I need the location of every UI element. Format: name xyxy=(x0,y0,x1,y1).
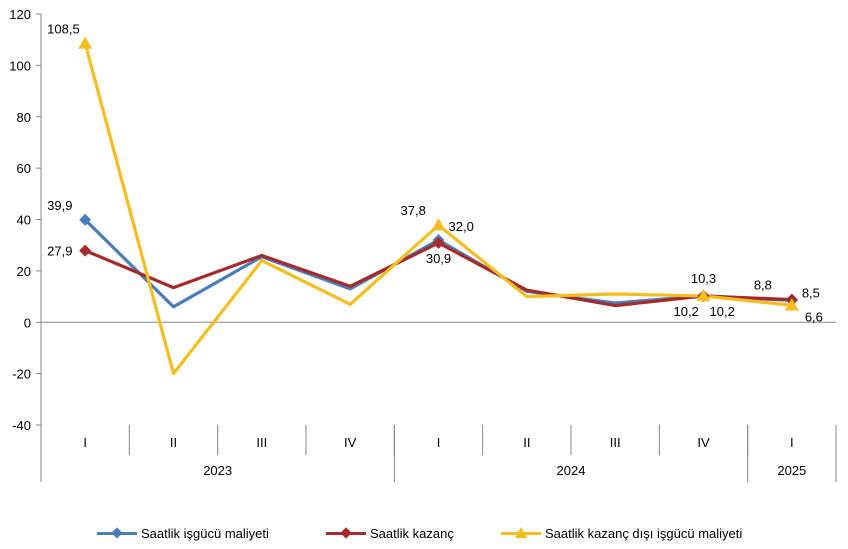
data-labels: 108,5 39,9 27,9 37,8 32,0 30,9 10,3 10,2 10,2 8,8… xyxy=(47,22,823,325)
x-tick-label: III xyxy=(256,435,267,450)
x-tick-label: IV xyxy=(697,435,710,450)
legend-label: Saatlik kazanç xyxy=(370,525,454,541)
y-tick-label: 0 xyxy=(24,315,31,330)
chart-legend: Saatlik işgücü maliyeti Saatlik kazanç S… xyxy=(0,522,848,544)
data-label: 10,3 xyxy=(691,271,716,286)
data-label: 8,8 xyxy=(754,278,772,293)
year-label: 2025 xyxy=(777,463,806,478)
year-label: 2024 xyxy=(557,463,586,478)
legend-swatch-diamond-icon xyxy=(326,526,366,540)
x-tick-label: II xyxy=(170,435,177,450)
series-markers xyxy=(78,36,799,311)
data-label: 108,5 xyxy=(47,22,80,37)
series-line-3 xyxy=(83,43,792,376)
data-label: 27,9 xyxy=(47,244,72,259)
legend-item-series-1: Saatlik işgücü maliyeti xyxy=(97,522,269,544)
y-tick-label: 120 xyxy=(9,7,31,22)
x-tick-label: II xyxy=(523,435,530,450)
y-tick-label: 100 xyxy=(9,58,31,73)
y-tick-label: 80 xyxy=(17,110,31,125)
series-3-triangle-marker xyxy=(431,218,446,231)
x-tick-label: III xyxy=(610,435,621,450)
data-label: 30,9 xyxy=(426,251,451,266)
x-tick-label: IV xyxy=(344,435,357,450)
series-3-triangle-marker xyxy=(696,289,711,302)
x-tick-label: I xyxy=(437,435,441,450)
data-label: 10,2 xyxy=(674,304,699,319)
series-1-diamond-marker xyxy=(79,213,92,226)
series-2-diamond-marker xyxy=(432,236,445,249)
legend-label: Saatlik kazanç dışı işgücü maliyeti xyxy=(545,525,743,541)
data-label: 8,5 xyxy=(802,285,820,300)
y-tick-label: 40 xyxy=(17,213,31,228)
data-label: 37,8 xyxy=(401,203,426,218)
legend-swatch-diamond-icon xyxy=(97,526,137,540)
y-tick-label: -40 xyxy=(12,418,31,433)
series-lines xyxy=(83,43,792,376)
data-label: 10,2 xyxy=(710,304,735,319)
legend-label: Saatlik işgücü maliyeti xyxy=(141,525,269,541)
series-3-triangle-marker xyxy=(78,36,93,49)
data-label: 6,6 xyxy=(805,309,823,324)
x-tick-label: I xyxy=(790,435,794,450)
data-label: 32,0 xyxy=(449,219,474,234)
year-label: 2023 xyxy=(203,463,232,478)
legend-item-series-2: Saatlik kazanç xyxy=(326,522,454,544)
data-label: 39,9 xyxy=(47,198,72,213)
series-2-diamond-marker xyxy=(79,244,92,257)
legend-item-series-3: Saatlik kazanç dışı işgücü maliyeti xyxy=(501,522,742,544)
y-tick-label: 60 xyxy=(17,161,31,176)
series-3-triangle-marker xyxy=(784,298,799,311)
y-tick-label: -20 xyxy=(12,367,31,382)
y-tick-label: 20 xyxy=(17,264,31,279)
legend-swatch-triangle-icon xyxy=(501,526,541,540)
x-tick-label: I xyxy=(83,435,87,450)
